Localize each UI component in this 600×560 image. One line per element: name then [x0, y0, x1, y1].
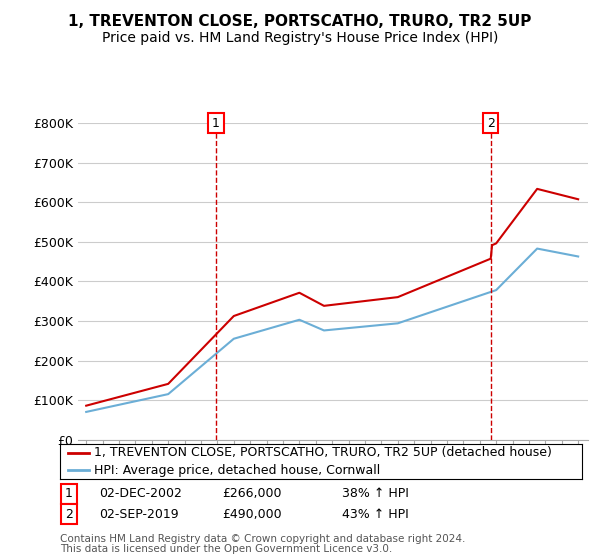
Text: 43% ↑ HPI: 43% ↑ HPI [342, 507, 409, 521]
Text: £490,000: £490,000 [222, 507, 281, 521]
Text: 38% ↑ HPI: 38% ↑ HPI [342, 487, 409, 501]
Text: 1: 1 [65, 487, 73, 501]
Text: 02-SEP-2019: 02-SEP-2019 [99, 507, 179, 521]
Text: Contains HM Land Registry data © Crown copyright and database right 2024.: Contains HM Land Registry data © Crown c… [60, 534, 466, 544]
Text: £266,000: £266,000 [222, 487, 281, 501]
Text: 2: 2 [487, 116, 494, 130]
Text: 02-DEC-2002: 02-DEC-2002 [99, 487, 182, 501]
Text: 1, TREVENTON CLOSE, PORTSCATHO, TRURO, TR2 5UP: 1, TREVENTON CLOSE, PORTSCATHO, TRURO, T… [68, 14, 532, 29]
Text: Price paid vs. HM Land Registry's House Price Index (HPI): Price paid vs. HM Land Registry's House … [102, 31, 498, 45]
Text: 2: 2 [65, 507, 73, 521]
Text: 1: 1 [212, 116, 220, 130]
Text: This data is licensed under the Open Government Licence v3.0.: This data is licensed under the Open Gov… [60, 544, 392, 554]
Text: 1, TREVENTON CLOSE, PORTSCATHO, TRURO, TR2 5UP (detached house): 1, TREVENTON CLOSE, PORTSCATHO, TRURO, T… [94, 446, 552, 459]
Text: HPI: Average price, detached house, Cornwall: HPI: Average price, detached house, Corn… [94, 464, 380, 477]
